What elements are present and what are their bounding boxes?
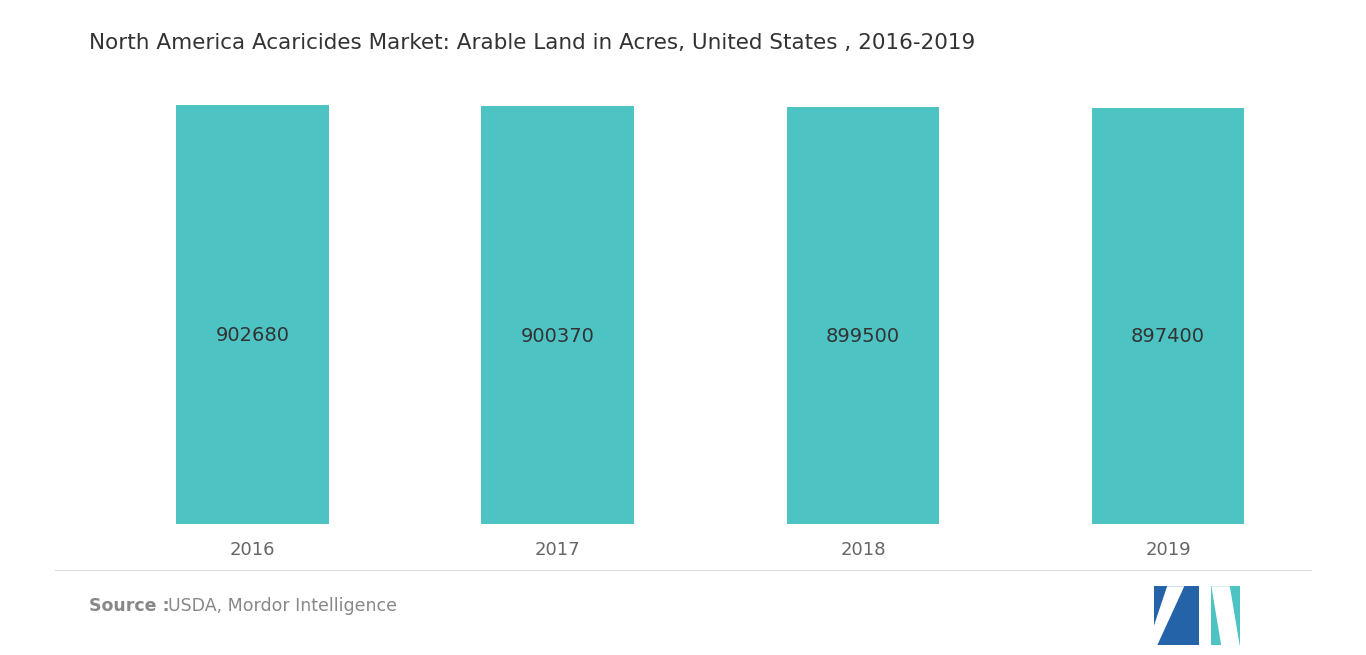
- Text: 897400: 897400: [1131, 327, 1205, 346]
- Text: Source :: Source :: [89, 597, 169, 615]
- Text: 900370: 900370: [520, 327, 594, 346]
- Text: 899500: 899500: [826, 327, 900, 346]
- Bar: [1091, 107, 1244, 524]
- Polygon shape: [1212, 586, 1240, 645]
- Polygon shape: [1147, 586, 1184, 645]
- Text: USDA, Mordor Intelligence: USDA, Mordor Intelligence: [168, 597, 398, 615]
- Bar: [481, 106, 634, 524]
- Polygon shape: [1212, 586, 1240, 645]
- Bar: [787, 107, 940, 524]
- Text: 902680: 902680: [216, 326, 290, 345]
- Text: North America Acaricides Market: Arable Land in Acres, United States , 2016-2019: North America Acaricides Market: Arable …: [89, 33, 975, 53]
- Bar: [176, 105, 329, 524]
- Polygon shape: [1153, 586, 1199, 645]
